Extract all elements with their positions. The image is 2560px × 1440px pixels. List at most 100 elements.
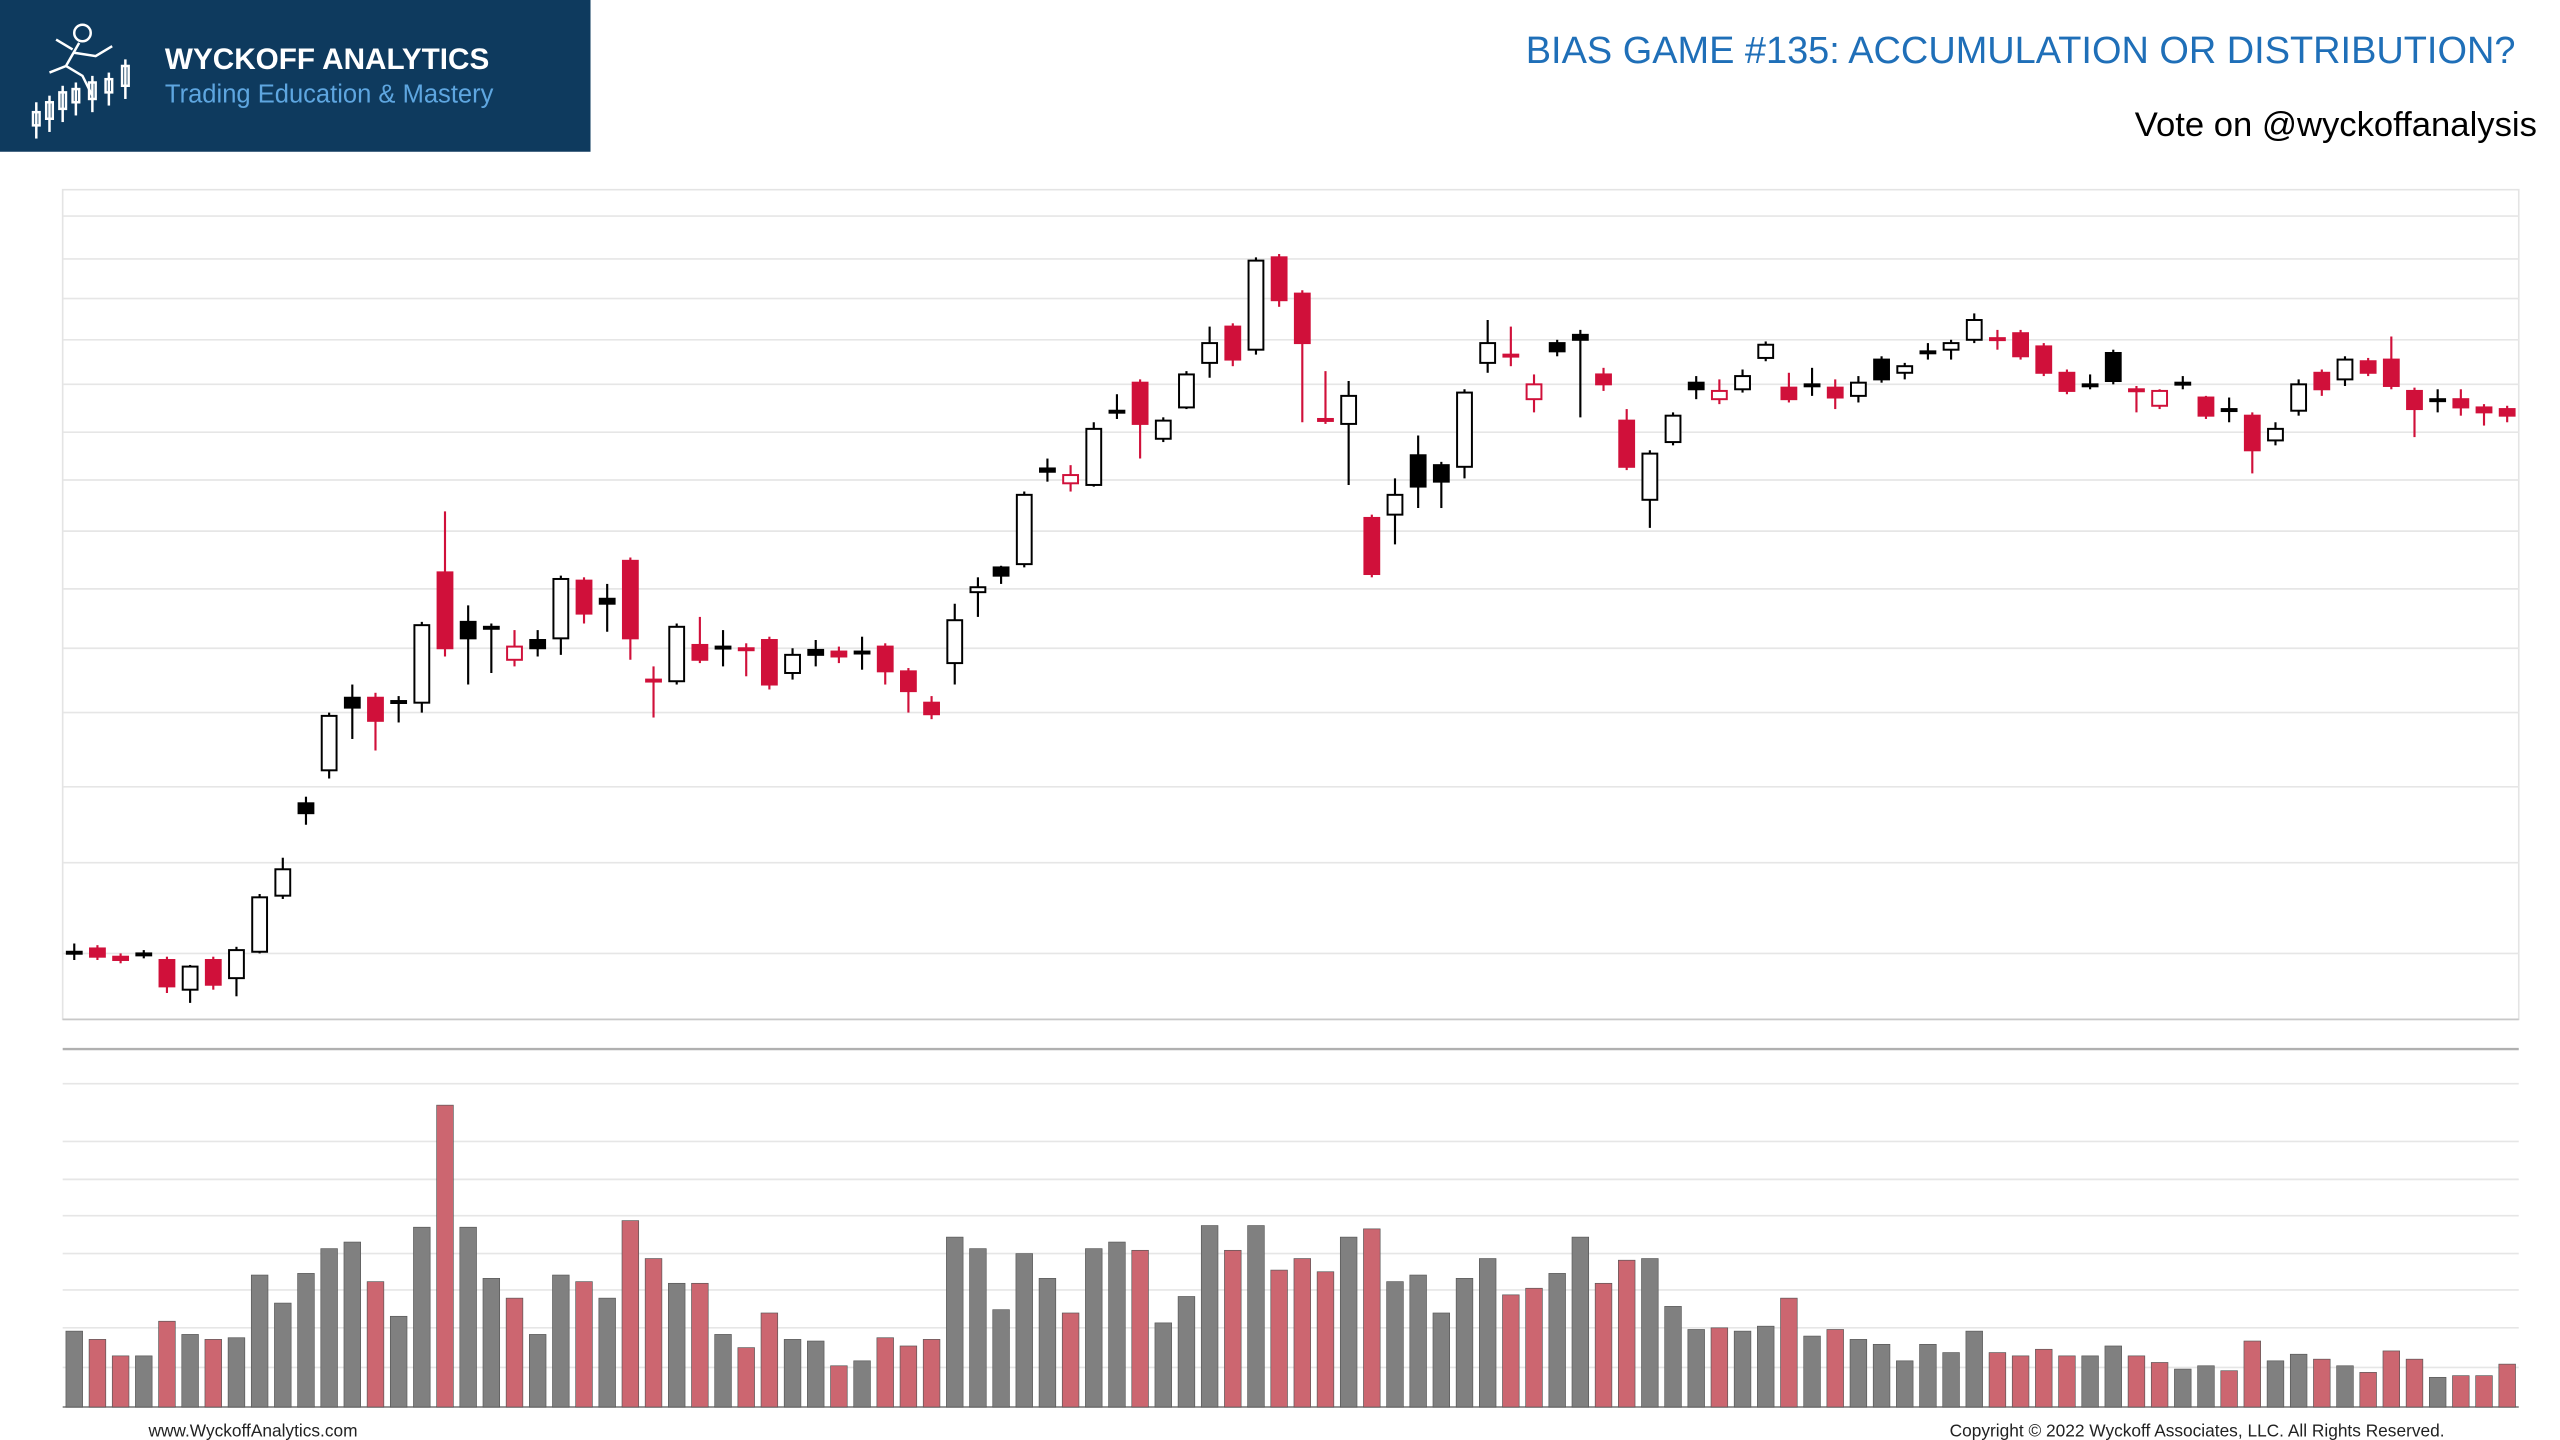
- volume-bar: [2150, 1362, 2169, 1408]
- candle-body: [1548, 342, 1566, 353]
- candle-body: [1502, 353, 1520, 358]
- candle-body: [760, 639, 778, 686]
- candle-body: [436, 571, 454, 650]
- chart-subtitle: Vote on @wyckoffanalysis: [2135, 106, 2537, 144]
- candle-body: [2174, 381, 2192, 386]
- volume-bar: [1826, 1329, 1844, 1408]
- volume-bar: [1177, 1296, 1196, 1408]
- volume-bar: [1455, 1278, 1474, 1408]
- candle-body: [413, 624, 431, 704]
- candle-body: [1965, 319, 1983, 341]
- volume-bar: [1432, 1312, 1451, 1408]
- candle-body: [112, 955, 130, 961]
- candle-body: [343, 696, 361, 709]
- candle-body: [1456, 391, 1473, 468]
- volume-bar: [691, 1282, 709, 1408]
- volume-bar: [2127, 1355, 2146, 1408]
- volume-bar: [853, 1360, 871, 1408]
- candle-body: [876, 645, 894, 673]
- candle-body: [1757, 343, 1775, 359]
- volume-bar: [1733, 1330, 1752, 1408]
- candle-body: [2081, 383, 2099, 388]
- volume-bar: [1803, 1335, 1821, 1408]
- candle-body: [2336, 358, 2354, 381]
- volume-bar: [65, 1330, 83, 1408]
- candle-body: [2429, 398, 2447, 403]
- candle-body: [575, 579, 593, 615]
- candle-body: [1224, 325, 1242, 361]
- candle-body: [946, 619, 964, 665]
- candle-body: [1340, 394, 1358, 425]
- candle-body: [2012, 332, 2029, 358]
- candle-body: [482, 625, 500, 630]
- candle-body: [2058, 371, 2076, 392]
- volume-bar: [2382, 1350, 2400, 1408]
- volume-bar: [88, 1339, 107, 1408]
- candle-body: [320, 714, 338, 772]
- candle-body: [251, 896, 269, 953]
- volume-bar: [1664, 1306, 1682, 1408]
- volume-bar: [552, 1274, 570, 1408]
- logo-name: WYCKOFF ANALYTICS: [165, 43, 489, 76]
- candle-body: [1849, 381, 1867, 397]
- candle-body: [2359, 360, 2377, 374]
- volume-bar: [1038, 1278, 1057, 1408]
- candle-body: [1664, 414, 1682, 444]
- volume-bar: [297, 1273, 315, 1408]
- volume-bar: [436, 1104, 454, 1408]
- candle-body: [204, 959, 222, 986]
- candle-body: [274, 868, 292, 897]
- volume-bar: [1548, 1273, 1566, 1408]
- volume-bar: [2174, 1368, 2192, 1408]
- chart-title: BIAS GAME #135: ACCUMULATION OR DISTRIBU…: [1526, 30, 2516, 72]
- candle-body: [2220, 408, 2238, 413]
- logo-box: [0, 0, 591, 152]
- candle-body: [807, 648, 825, 656]
- volume-bar: [2313, 1358, 2331, 1408]
- volume-bar: [760, 1312, 779, 1408]
- candle-body: [1803, 383, 1821, 388]
- logo-tagline: Trading Education & Mastery: [165, 80, 494, 108]
- candle-body: [2290, 383, 2308, 412]
- volume-bar: [1154, 1322, 1172, 1408]
- candle-body: [1710, 389, 1728, 401]
- candle-body: [1942, 342, 1960, 351]
- volume-bar: [1710, 1327, 1729, 1408]
- volume-bar: [1316, 1271, 1335, 1408]
- candle-body: [1178, 373, 1195, 409]
- volume-bar: [1131, 1249, 1149, 1408]
- volume-bar: [969, 1248, 987, 1408]
- volume-bar: [668, 1282, 686, 1408]
- volume-bar: [2452, 1375, 2470, 1408]
- volume-bar: [2266, 1360, 2285, 1408]
- candle-body: [2035, 345, 2053, 374]
- candle-body: [1571, 333, 1589, 341]
- volume-bar: [2475, 1375, 2493, 1408]
- candle-body: [992, 566, 1010, 577]
- candle-body: [135, 952, 153, 957]
- volume-bar: [2405, 1358, 2424, 1408]
- volume-bar: [1525, 1287, 1543, 1408]
- logo-icon: [31, 23, 130, 139]
- volume-bar: [830, 1365, 848, 1408]
- candle-body: [1386, 493, 1404, 516]
- candle-body: [621, 559, 639, 640]
- candle-body: [784, 653, 801, 674]
- volume-bar: [1571, 1236, 1590, 1408]
- volume-bar: [1641, 1258, 1659, 1408]
- candle-body: [297, 802, 315, 815]
- candle-body: [158, 959, 176, 988]
- volume-bar: [111, 1355, 130, 1408]
- volume-bar: [227, 1337, 246, 1408]
- candle-body: [1479, 342, 1497, 364]
- candle-body: [1873, 358, 1890, 381]
- volume-bar: [135, 1355, 153, 1408]
- candle-body: [714, 645, 732, 650]
- volume-bar: [899, 1345, 918, 1408]
- candle-body: [2197, 396, 2215, 417]
- volume-bar: [1502, 1294, 1520, 1408]
- volume-bar: [181, 1334, 199, 1408]
- volume-bar: [2081, 1355, 2099, 1408]
- volume-bar: [204, 1339, 222, 1408]
- volume-bar: [1386, 1281, 1404, 1408]
